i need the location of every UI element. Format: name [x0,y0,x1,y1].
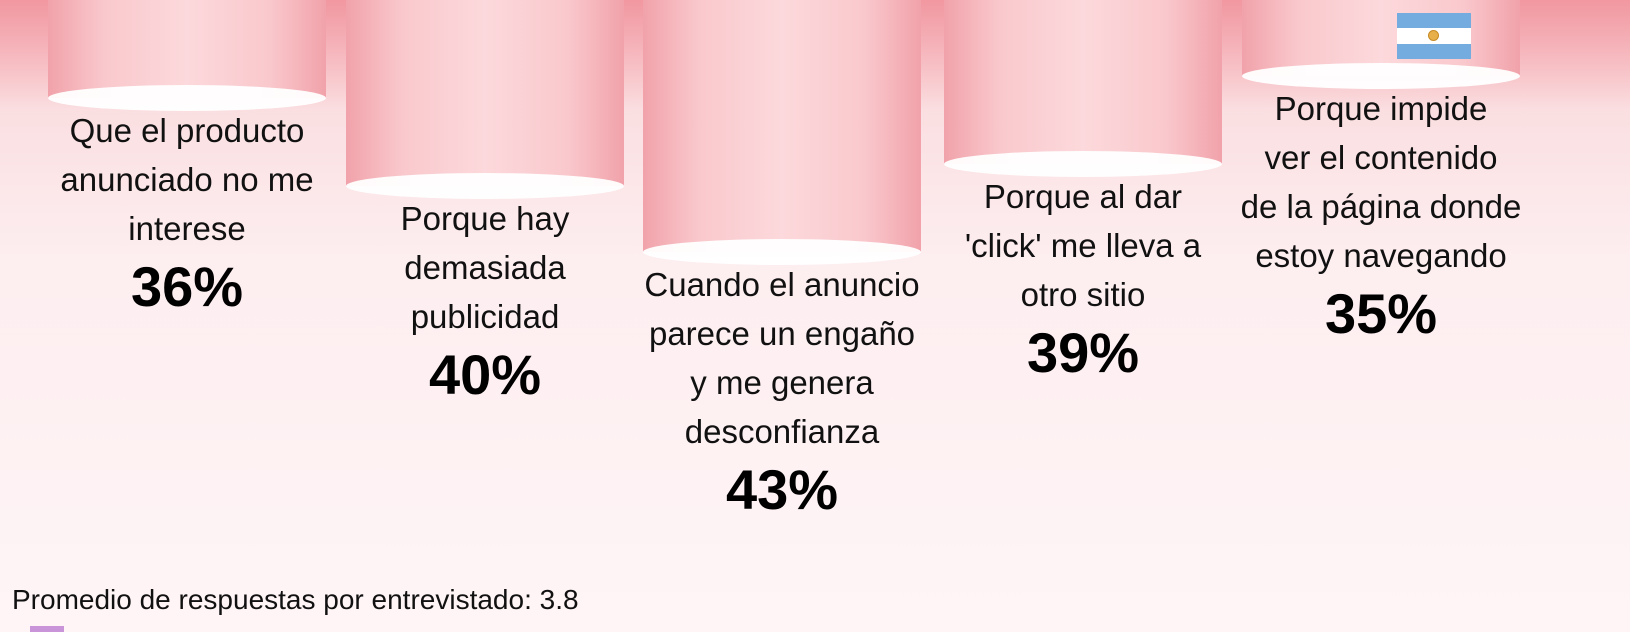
category-label-line: Cuando el anuncio [644,266,920,303]
category-label-4: Porque al dar 'click' me lleva a otro siti… [913,172,1253,319]
category-label-line: estoy navegando [1255,237,1507,274]
bar-1 [48,0,326,98]
value-label-4: 39% [1026,321,1140,384]
value-label-2: 40% [428,343,542,406]
category-label-line: otro sitio [1020,276,1146,313]
value-label-3: 43% [725,458,839,521]
value-label-5: 35% [1324,282,1438,345]
category-label-line: demasiada [404,249,566,286]
category-label-line: Porque hay [400,200,570,237]
bar-3 [643,0,921,252]
category-label-5: Porque impide ver el contenido de la págin… [1211,84,1551,280]
category-label-2: Porque hay demasiada publicidad [315,194,655,341]
category-label-line: y me genera [690,364,874,401]
category-label-1: Que el producto anunciado no me interese [17,106,357,253]
argentina-flag-icon [1397,13,1471,59]
bar-cap-1 [48,85,326,111]
bar-cap-3 [643,239,921,265]
category-label-line: interese [128,210,246,247]
category-label-line: publicidad [410,298,560,335]
category-label-line: Porque al dar [983,178,1183,215]
value-label-1: 36% [130,255,244,318]
footnote: Promedio de respuestas por entrevistado:… [12,584,579,615]
category-label-line: 'click' me lleva a [964,227,1202,264]
category-label-3: Cuando el anuncio parece un engaño y me ge… [612,260,952,456]
category-label-line: de la página donde [1240,188,1522,225]
bar-cap-2 [346,173,624,199]
bar-4 [944,0,1222,164]
corner-mark [30,626,64,632]
bar-2 [346,0,624,186]
category-label-line: Porque impide [1274,90,1488,127]
bar-cap-4 [944,151,1222,177]
category-label-line: parece un engaño [648,315,916,352]
category-label-line: Que el producto [69,112,305,149]
bar-cap-5 [1242,63,1520,89]
category-label-line: desconfianza [684,413,880,450]
category-label-line: anunciado no me [60,161,314,198]
category-label-line: ver el contenido [1264,139,1498,176]
